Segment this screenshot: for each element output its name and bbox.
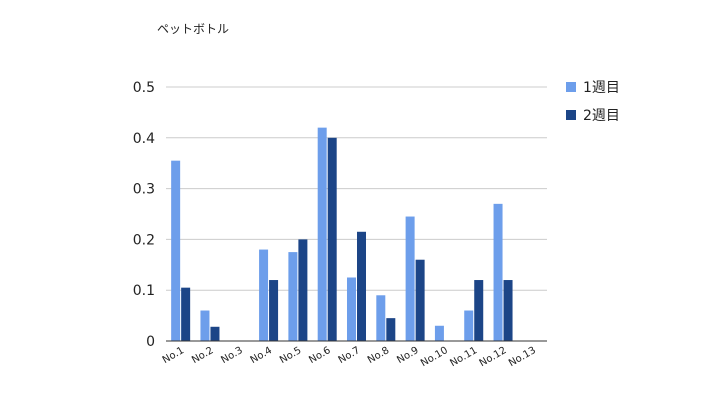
bar [376,295,386,341]
bar [327,137,337,341]
bar [210,326,220,341]
bar [386,318,396,341]
x-tick-label: No.8 [366,345,391,366]
bar [434,325,444,341]
x-tick-label: No.7 [337,345,362,366]
x-tick-label: No.6 [307,345,332,366]
bar [357,231,366,341]
x-tick-label: No.1 [161,345,186,366]
bar [317,127,327,341]
bar [298,239,308,341]
bar [269,280,279,341]
legend: 1週目 2週目 [566,80,620,124]
y-tick-label: 0.4 [133,131,155,147]
x-tick-label: No.10 [419,345,450,369]
x-tick-label: No.3 [219,345,244,366]
y-tick-label: 0.2 [133,232,155,248]
x-tick-label: No.9 [395,345,420,366]
legend-swatch [566,82,576,92]
y-tick-label: 0 [146,334,155,350]
x-tick-label: No.13 [507,345,538,369]
legend-label: 2週目 [583,108,620,124]
x-tick-label: No.2 [190,345,215,366]
x-tick-label: No.12 [478,345,509,369]
bar [415,259,425,341]
x-tick-label: No.5 [278,345,303,366]
bar [464,310,474,341]
bar [181,287,191,341]
legend-label: 1週目 [583,80,620,96]
bar [503,280,513,341]
x-axis-ticks: No.1 No.2 No.3 No.4 No.5 No.6 No.7 No.8 No.9No.1… [161,345,538,369]
bar [259,249,269,341]
y-tick-label: 0.1 [133,283,155,299]
bar [347,277,356,341]
bars [171,127,513,341]
grid-lines [166,86,547,291]
bar [474,280,484,341]
y-tick-label: 0.5 [133,80,155,96]
bar [200,310,210,341]
bar [405,216,415,341]
x-tick-label: No.4 [249,345,274,366]
chart-title: ペットボトル [157,22,229,36]
y-tick-label: 0.3 [133,182,155,198]
bar [493,203,503,341]
legend-swatch [566,110,576,120]
bar [171,160,181,341]
x-tick-label: No.11 [448,345,479,369]
bar [288,252,298,341]
y-axis-ticks: 0 0.1 0.2 0.3 0.4 0.5 [133,80,155,350]
